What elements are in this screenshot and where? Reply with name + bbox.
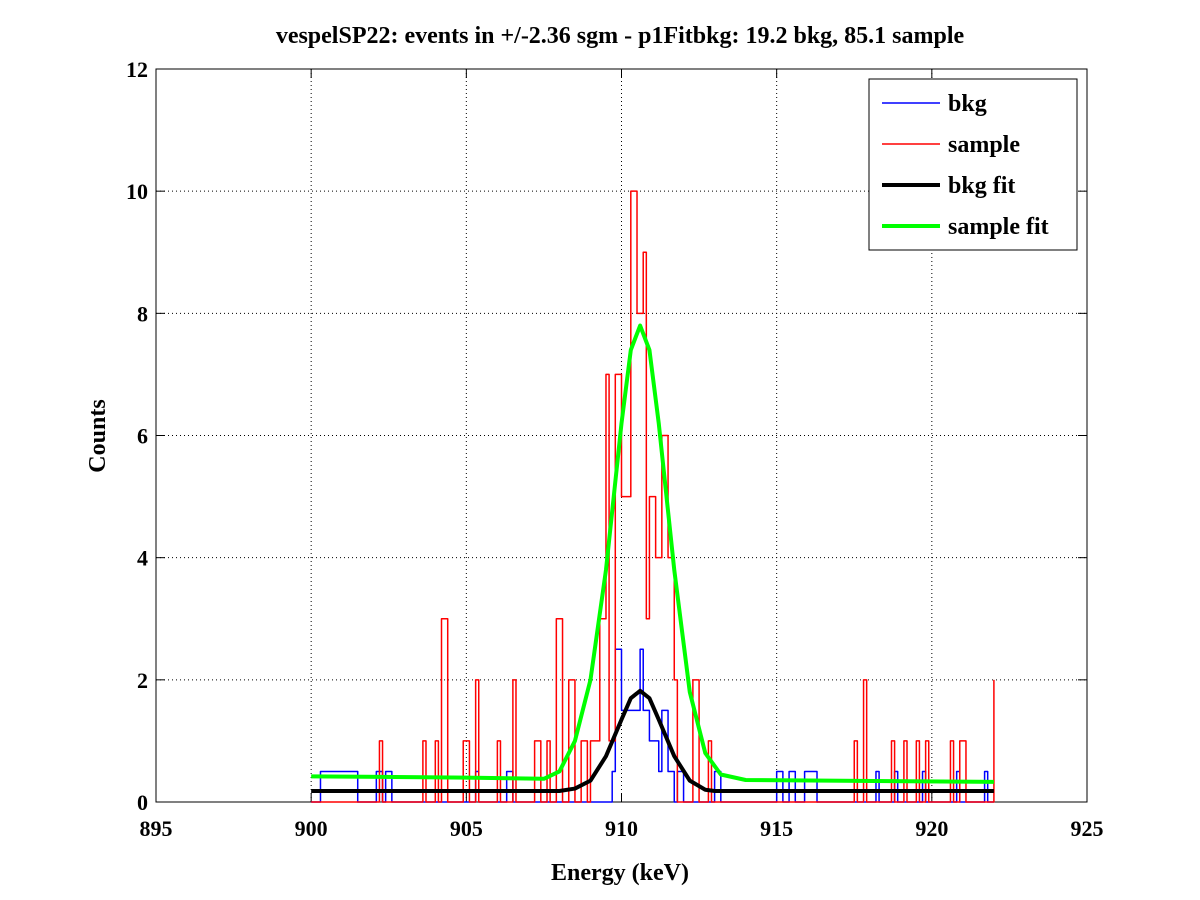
- y-tick-label: 2: [137, 668, 148, 693]
- legend-label-bkg-fit: bkg fit: [948, 173, 1015, 199]
- legend-label-bkg: bkg: [948, 91, 987, 117]
- y-tick-label: 12: [126, 57, 148, 82]
- series-layer: [311, 190, 995, 803]
- x-tick-label: 910: [605, 816, 638, 841]
- x-tick-label: 915: [760, 816, 793, 841]
- y-axis-label: Counts: [85, 399, 111, 472]
- x-tick-label: 920: [915, 816, 948, 841]
- x-tick-label: 900: [295, 816, 328, 841]
- legend: bkg sample bkg fit sample fit: [868, 78, 1078, 251]
- x-tick-label: 895: [140, 816, 173, 841]
- x-tick-labels: 895 900 905 910 915 920 925: [140, 816, 1104, 841]
- y-tick-label: 0: [137, 790, 148, 815]
- series-line-sample-fit: [311, 323, 994, 784]
- x-axis-label: Energy (keV): [551, 860, 689, 886]
- chart-title: vespelSP22: events in +/-2.36 sgm - p1Fi…: [276, 23, 965, 49]
- y-tick-label: 10: [126, 179, 148, 204]
- series-line-bkg-fit: [311, 688, 994, 794]
- y-tick-label: 8: [137, 301, 148, 326]
- x-tick-label: 925: [1071, 816, 1104, 841]
- legend-label-sample-fit: sample fit: [948, 214, 1049, 240]
- series-line-sample: [311, 190, 995, 803]
- y-tick-label: 6: [137, 424, 148, 449]
- x-tick-label: 905: [450, 816, 483, 841]
- y-tick-label: 4: [137, 546, 148, 571]
- y-tick-labels: 0 2 4 6 8 10 12: [126, 57, 148, 815]
- legend-label-sample: sample: [948, 132, 1020, 158]
- legend-box: [868, 78, 1078, 251]
